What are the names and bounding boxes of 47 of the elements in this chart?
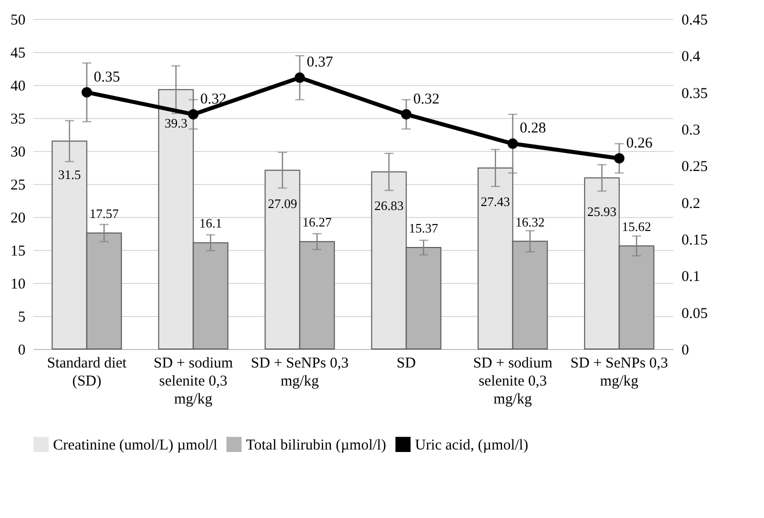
y-tick-label: 45 (10, 46, 26, 62)
x-tick-label: Standard diet (SD) (46, 356, 128, 390)
data-label: 27.09 (268, 196, 298, 212)
data-label: 0.26 (626, 135, 653, 152)
y2-tick-label: 0 (682, 342, 689, 358)
y2-tick-label: 0.1 (682, 269, 700, 286)
data-label: 27.43 (480, 194, 510, 209)
x-tick-label: SD (396, 356, 416, 372)
y-tick-label: 25 (10, 178, 26, 194)
data-label: 0.35 (94, 69, 120, 86)
x-tick-label: SD + sodium selenite 0,3 mg/kg (473, 356, 553, 408)
y-tick-label: 10 (10, 276, 26, 292)
x-tick-label: SD + sodium selenite 0,3 mg/kg (154, 356, 234, 408)
data-label: 16.1 (199, 216, 222, 231)
data-label: 16.32 (515, 214, 545, 230)
data-label: 31.5 (58, 167, 81, 182)
data-label: 15.37 (408, 220, 439, 236)
y2-tick-label: 0.4 (682, 49, 701, 66)
legend-label: Uric acid, (µmol/l) (415, 437, 528, 454)
y2-tick-label: 0.45 (682, 12, 708, 28)
data-label: 39.3 (164, 116, 188, 131)
y-tick-label: 35 (10, 112, 26, 128)
data-label: 0.37 (306, 54, 334, 71)
x-tick-label: SD + SeNPs 0,3 mg/kg (250, 356, 349, 390)
legend-label: Total bilirubin (µmol/l) (246, 437, 386, 454)
y-tick-label: 50 (10, 12, 26, 28)
legend-label: Creatinine (umol/L) µmol/l (53, 437, 218, 454)
data-label: 25.93 (587, 204, 617, 219)
y-tick-label: 40 (10, 78, 26, 94)
y2-tick-label: 0.05 (682, 306, 708, 322)
x-tick-label: SD + SeNPs 0,3 mg/kg (570, 356, 668, 390)
y2-tick-label: 0.3 (682, 122, 700, 138)
y2-tick-label: 0.35 (682, 86, 708, 102)
y-tick-label: 20 (10, 210, 26, 226)
data-label: 0.28 (520, 120, 546, 137)
data-label: 16.27 (302, 214, 332, 230)
y-tick-label: 30 (10, 144, 26, 160)
data-label: 0.32 (413, 91, 440, 108)
y2-tick-label: 0.2 (682, 196, 700, 212)
y-tick-label: 15 (10, 244, 26, 260)
y-tick-label: 5 (18, 310, 26, 326)
data-label: 26.83 (374, 198, 404, 213)
data-label: 15.62 (622, 218, 652, 234)
y-tick-label: 0 (18, 342, 26, 358)
data-label: 17.57 (89, 206, 120, 222)
y2-tick-label: 0.15 (682, 232, 708, 248)
y2-tick-label: 0.25 (682, 159, 708, 176)
